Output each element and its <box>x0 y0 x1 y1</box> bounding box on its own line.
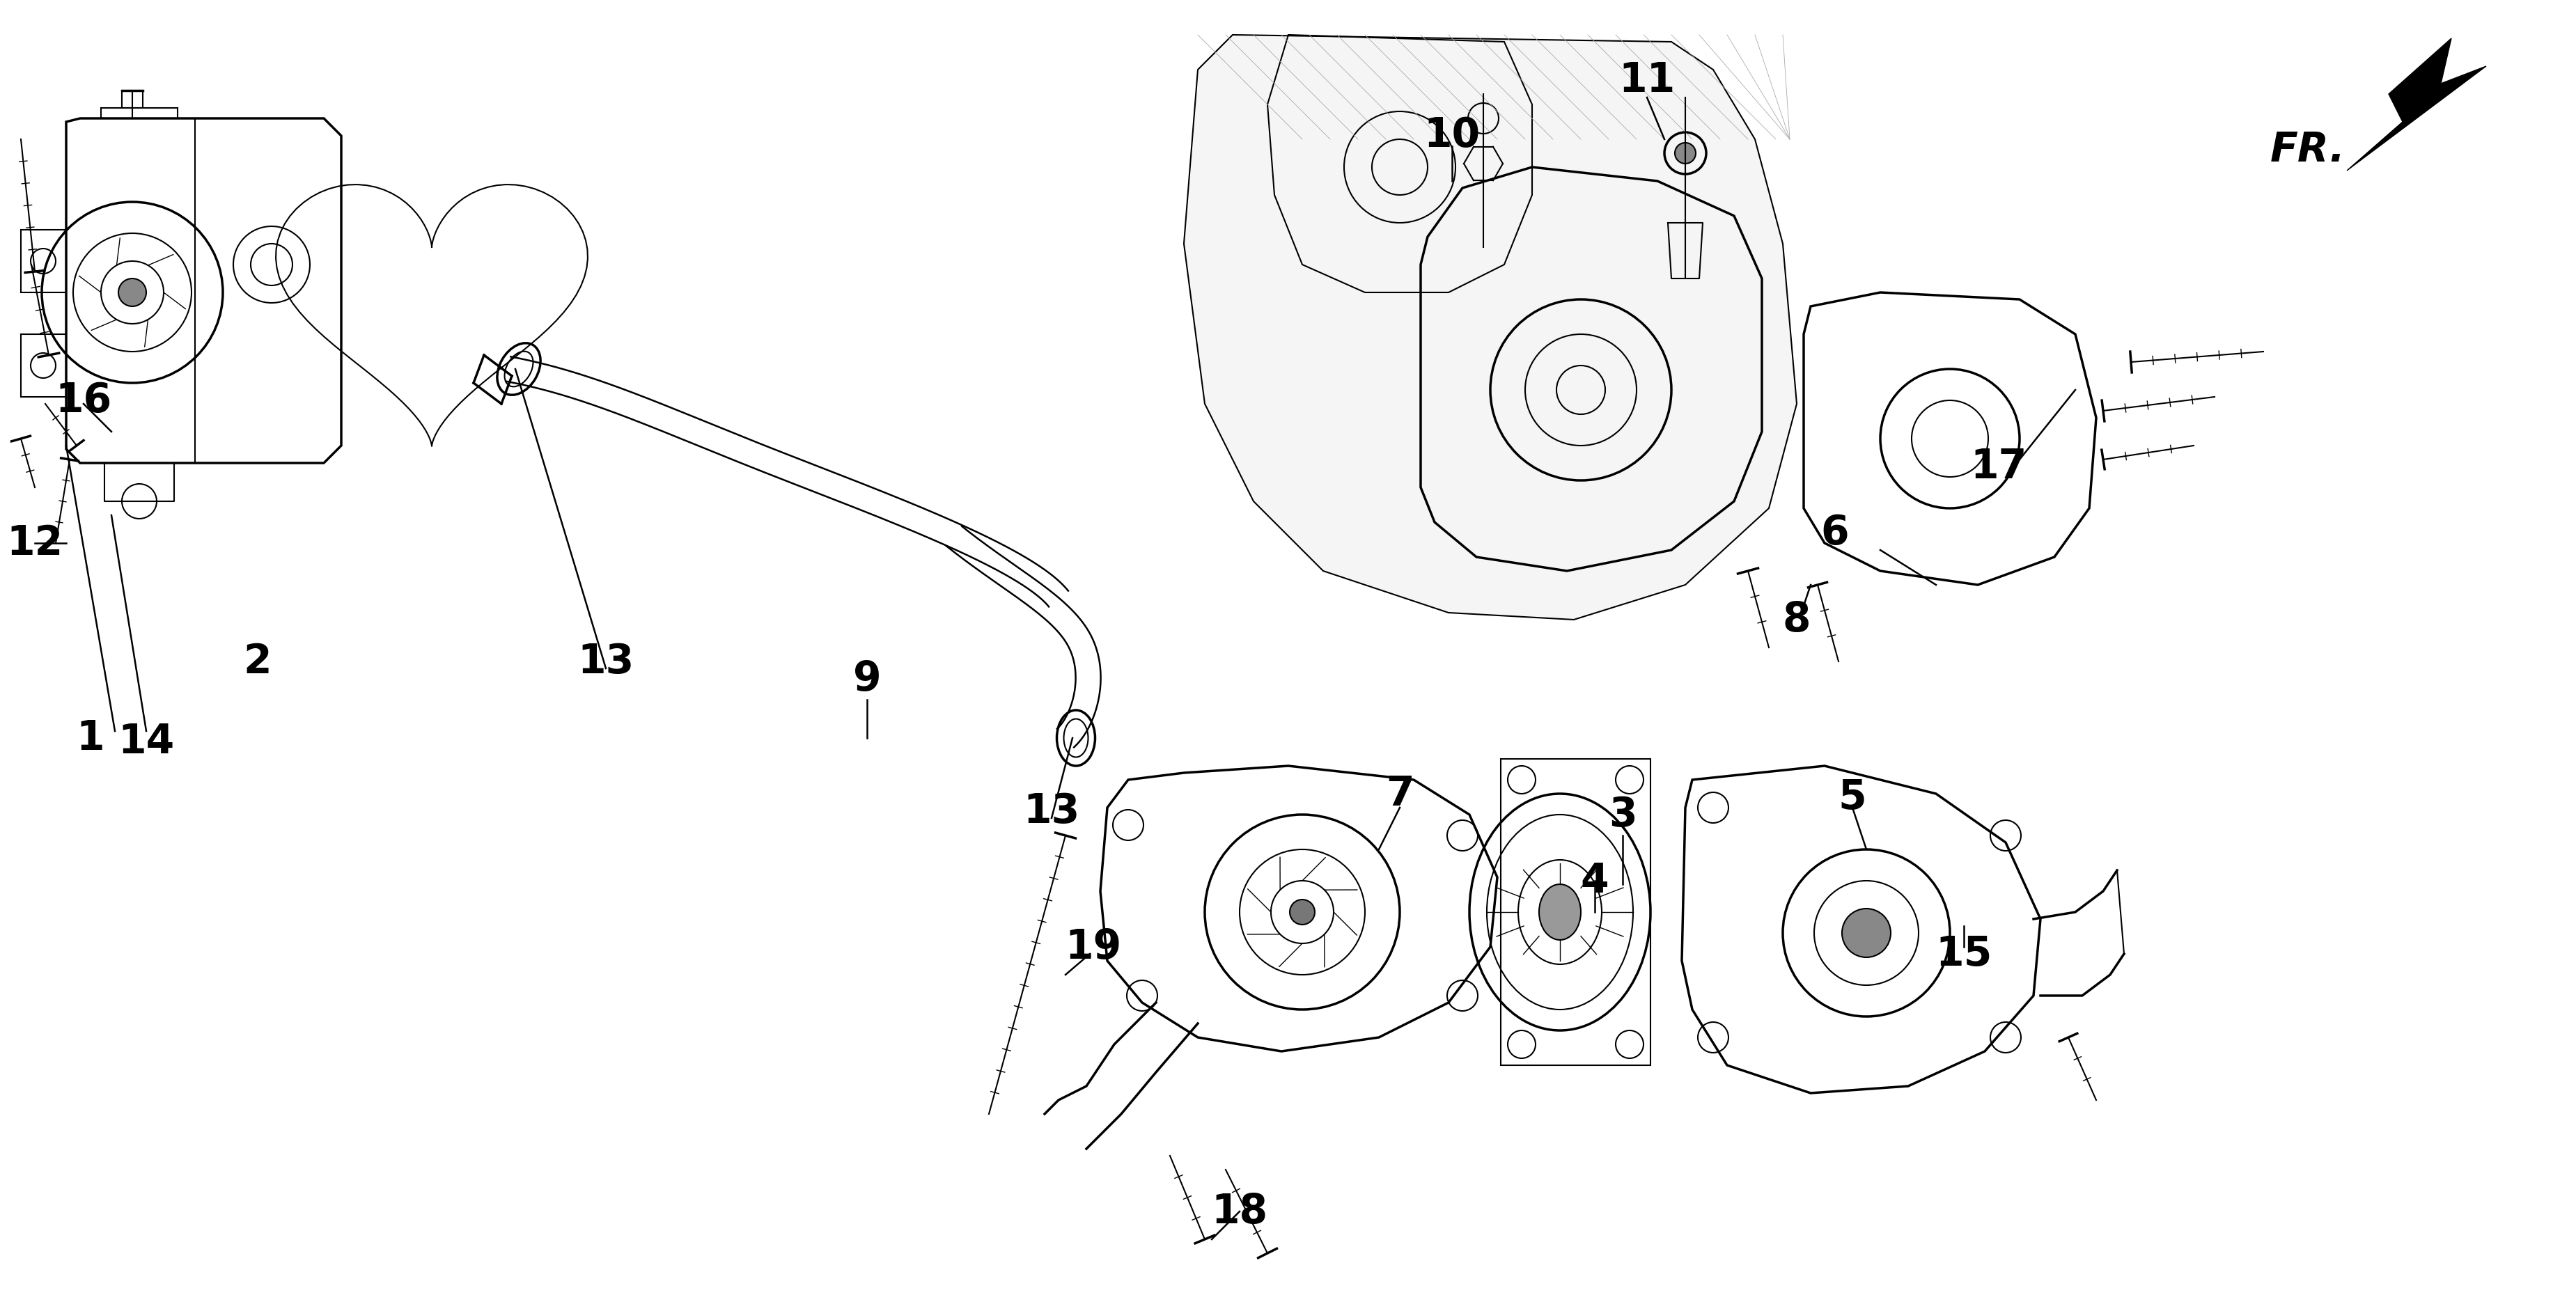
Text: 4: 4 <box>1582 861 1610 900</box>
Text: 5: 5 <box>1839 777 1868 817</box>
Text: 15: 15 <box>1935 934 1991 974</box>
Text: 1: 1 <box>77 719 106 758</box>
Circle shape <box>1674 142 1695 163</box>
Text: 8: 8 <box>1783 600 1811 640</box>
Text: 9: 9 <box>853 659 881 699</box>
Text: 13: 13 <box>577 641 634 681</box>
Polygon shape <box>2347 39 2486 171</box>
Text: 16: 16 <box>54 381 111 420</box>
Bar <box>21 334 67 396</box>
Text: 3: 3 <box>1607 795 1636 834</box>
Text: 17: 17 <box>1971 447 2027 487</box>
Bar <box>21 229 67 293</box>
Text: 2: 2 <box>245 641 273 681</box>
Text: 12: 12 <box>8 523 62 563</box>
Text: 6: 6 <box>1821 513 1850 553</box>
Text: FR.: FR. <box>2269 130 2347 170</box>
Text: 7: 7 <box>1386 774 1414 813</box>
Ellipse shape <box>1538 884 1582 940</box>
Polygon shape <box>1185 35 1795 619</box>
Text: 13: 13 <box>1023 791 1079 831</box>
Circle shape <box>118 278 147 307</box>
Text: 18: 18 <box>1211 1191 1267 1232</box>
Text: 11: 11 <box>1618 61 1674 100</box>
Text: 19: 19 <box>1064 927 1121 967</box>
Circle shape <box>1291 900 1314 925</box>
Text: 10: 10 <box>1425 117 1481 155</box>
Text: 14: 14 <box>118 721 175 761</box>
Circle shape <box>1842 909 1891 957</box>
